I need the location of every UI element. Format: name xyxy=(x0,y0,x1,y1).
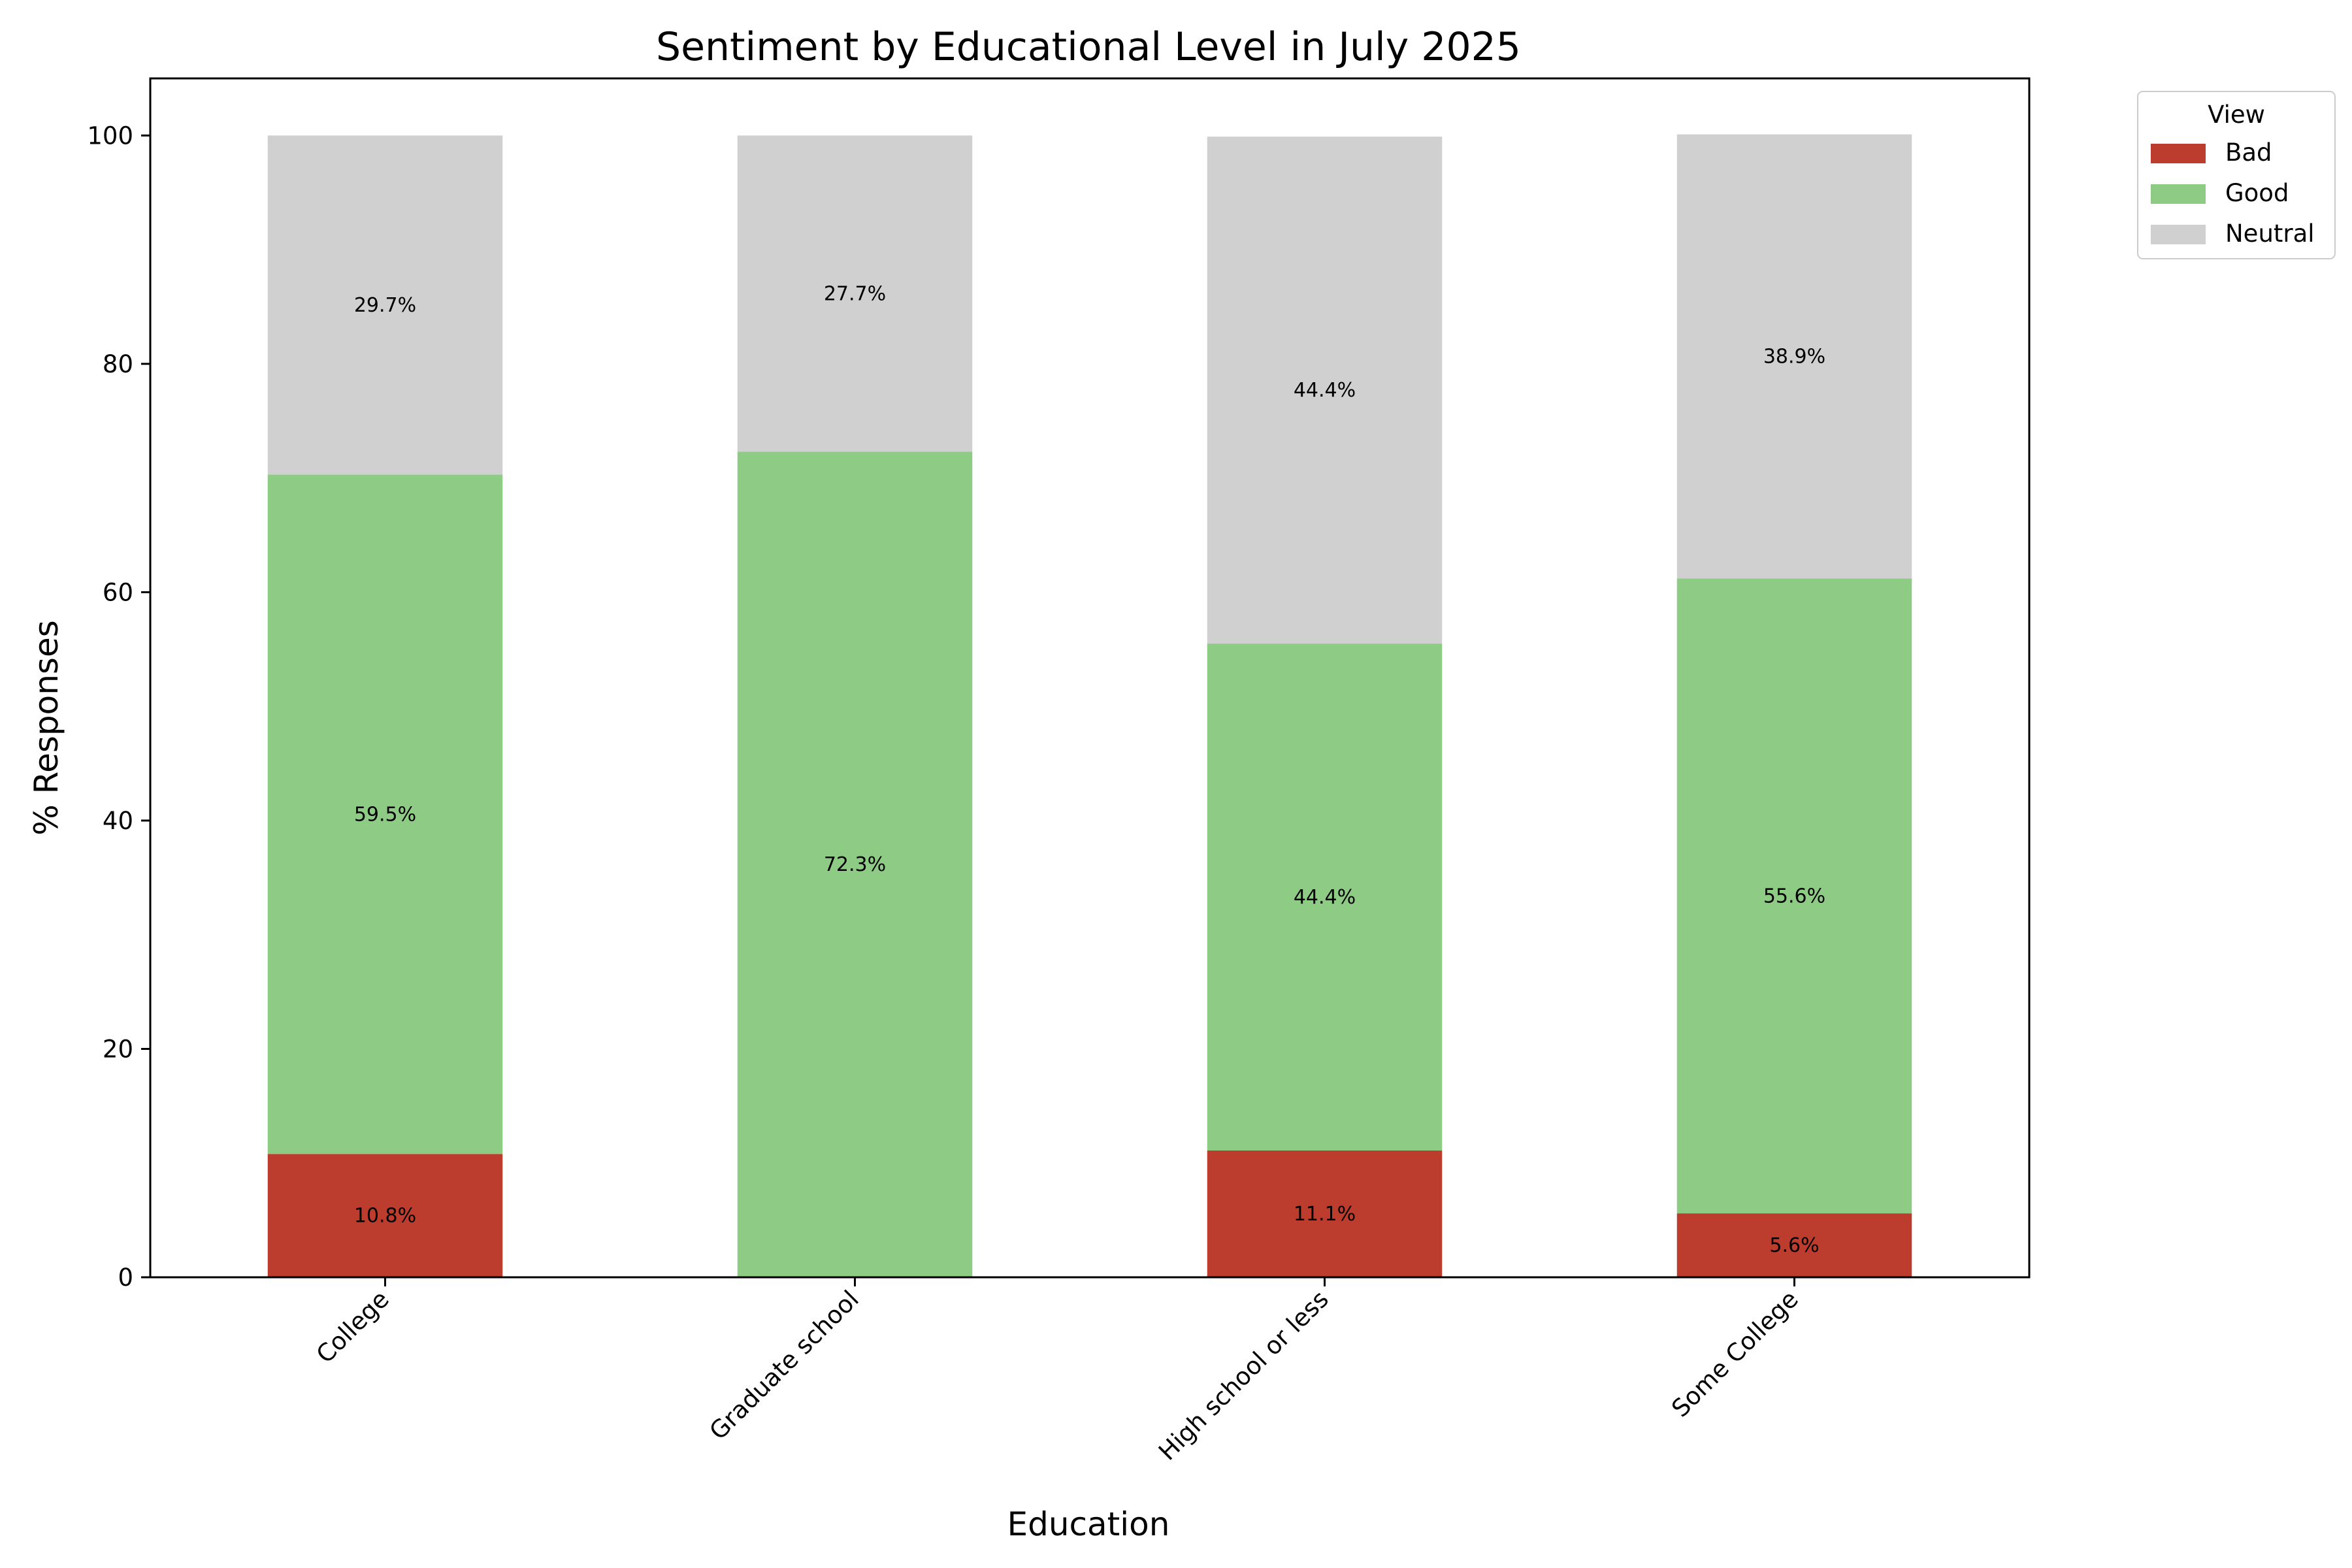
y-tick-label: 100 xyxy=(87,122,133,150)
bar-neutral-high-school-or-less xyxy=(1207,137,1443,644)
bar-good-some-college xyxy=(1676,578,1912,1214)
chart-title: Sentiment by Educational Level in July 2… xyxy=(656,24,1521,70)
bar-good-graduate-school xyxy=(737,451,973,1277)
y-axis: 0 20 40 60 80 100 xyxy=(87,122,150,1292)
legend-title: View xyxy=(2208,101,2265,129)
bar-neutral-graduate-school xyxy=(737,135,973,452)
x-axis-label: Education xyxy=(1007,1505,1170,1543)
data-label-bad-some-college: 5.6% xyxy=(1769,1234,1819,1257)
y-tick-label: 40 xyxy=(103,807,133,835)
bar-neutral-college xyxy=(267,135,503,475)
bar-bad-high-school-or-less xyxy=(1207,1151,1443,1277)
legend-label-bad: Bad xyxy=(2225,139,2272,167)
bar-bad-some-college xyxy=(1676,1213,1912,1277)
data-label-good-some-college: 55.6% xyxy=(1763,885,1825,907)
plot-area: 10.8% 59.5% 29.7% 72.3% 27.7% 11.1% 44.4% 44.4%… xyxy=(267,134,1912,1277)
y-axis-label: % Responses xyxy=(27,620,65,836)
y-tick-label: 60 xyxy=(103,578,133,606)
data-label-neutral-graduate-school: 27.7% xyxy=(824,282,886,305)
legend-label-neutral: Neutral xyxy=(2225,220,2315,248)
data-label-bad-college: 10.8% xyxy=(354,1205,416,1228)
legend-box xyxy=(2137,91,2336,259)
y-tick-label: 0 xyxy=(118,1264,133,1292)
data-label-good-high-school-or-less: 44.4% xyxy=(1294,886,1356,909)
data-label-good-college: 59.5% xyxy=(354,803,416,826)
bar-good-high-school-or-less xyxy=(1207,644,1443,1151)
y-tick-label: 80 xyxy=(103,350,133,378)
data-label-good-graduate-school: 72.3% xyxy=(824,853,886,876)
data-label-bad-high-school-or-less: 11.1% xyxy=(1294,1203,1356,1226)
data-label-neutral-college: 29.7% xyxy=(354,294,416,317)
plot-frame xyxy=(149,77,2031,1279)
legend-label-good: Good xyxy=(2225,179,2289,207)
data-label-neutral-some-college: 38.9% xyxy=(1763,346,1825,368)
y-tick-label: 20 xyxy=(103,1035,133,1063)
bar-neutral-some-college xyxy=(1676,134,1912,579)
legend-swatch-good xyxy=(2151,184,2206,204)
bar-good-college xyxy=(267,474,503,1154)
legend: View Bad Good Neutral xyxy=(2137,91,2336,259)
data-label-neutral-high-school-or-less: 44.4% xyxy=(1294,379,1356,402)
bar-bad-college xyxy=(267,1154,503,1277)
legend-swatch-neutral xyxy=(2151,225,2206,244)
legend-swatch-bad xyxy=(2151,144,2206,163)
